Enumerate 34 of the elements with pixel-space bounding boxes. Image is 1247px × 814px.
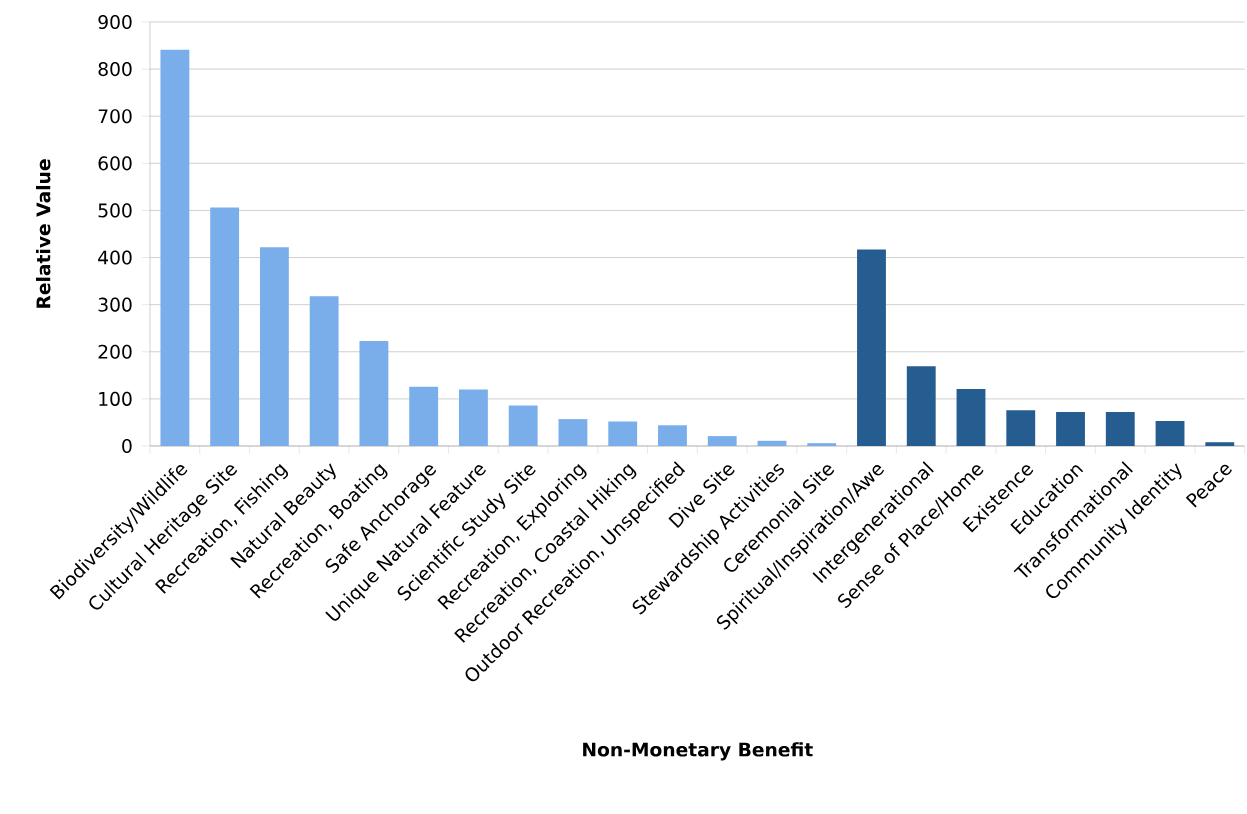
bar <box>608 421 638 446</box>
bar <box>857 249 886 446</box>
bar <box>757 440 787 446</box>
y-tick-label: 400 <box>98 250 132 265</box>
bar <box>1105 412 1135 446</box>
bar <box>359 340 389 446</box>
bar <box>707 436 737 446</box>
y-tick-label: 700 <box>98 109 132 124</box>
bar <box>409 386 439 446</box>
bar <box>459 389 488 446</box>
bar <box>1006 410 1036 446</box>
y-tick-label: 0 <box>122 438 132 454</box>
y-tick-label: 800 <box>98 62 132 77</box>
bar <box>508 405 538 446</box>
bar <box>309 296 339 446</box>
y-tick-label: 900 <box>98 14 132 30</box>
bar <box>658 425 687 446</box>
bar <box>160 49 190 446</box>
bar <box>259 247 289 446</box>
y-tick-label: 300 <box>98 297 132 312</box>
y-axis-title: Relative Value <box>36 159 51 308</box>
bar <box>1056 412 1085 446</box>
x-axis-title: Non-Monetary Benefit <box>583 742 813 761</box>
bar <box>1205 442 1235 446</box>
bar <box>558 419 588 446</box>
y-tick-label: 600 <box>98 156 132 171</box>
y-tick-label: 200 <box>98 344 132 359</box>
bar <box>210 207 240 446</box>
bar <box>906 366 936 446</box>
bar <box>956 388 986 446</box>
y-tick-label: 500 <box>98 203 132 218</box>
bar <box>807 443 837 446</box>
y-tick-label: 100 <box>99 391 132 406</box>
bar <box>1155 421 1185 446</box>
